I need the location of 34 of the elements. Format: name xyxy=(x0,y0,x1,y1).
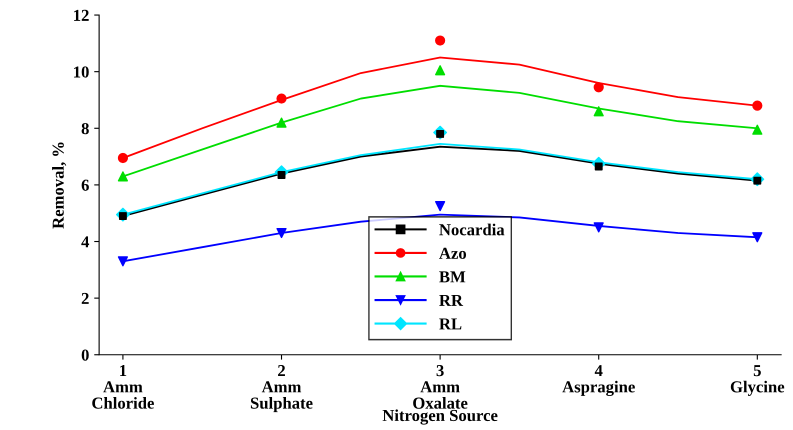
y-tick-label: 2 xyxy=(82,292,89,304)
y-tick-label: 10 xyxy=(74,66,89,78)
point xyxy=(752,232,762,242)
point xyxy=(435,201,446,212)
point xyxy=(276,93,287,104)
x-axis-title: Nitrogen Source xyxy=(382,409,498,425)
y-tick-label: 0 xyxy=(82,349,89,361)
y-axis-title: Removal, % xyxy=(52,142,66,229)
y-tick-label: 6 xyxy=(82,180,89,191)
point xyxy=(594,222,604,232)
legend-label: RL xyxy=(439,318,462,330)
legend-label: BM xyxy=(439,271,466,282)
point xyxy=(594,106,604,116)
point xyxy=(118,256,128,266)
point xyxy=(118,152,128,164)
x-tick-label: 1 Amm Chloride xyxy=(92,365,154,409)
y-tick-label: 8 xyxy=(82,122,89,134)
legend-label: Nocardia xyxy=(439,224,504,236)
point xyxy=(435,35,446,46)
legend-label: RR xyxy=(439,294,464,306)
x-tick-label: 4 Aspragine xyxy=(562,365,635,396)
x-tick-label: 5 Glycine xyxy=(730,365,784,396)
y-tick-label: 12 xyxy=(74,10,89,21)
point xyxy=(118,171,128,182)
x-tick-label: 3 Amm Oxalate xyxy=(413,365,468,409)
point xyxy=(276,118,287,128)
point xyxy=(752,124,762,135)
y-tick-label: 4 xyxy=(81,236,90,248)
point xyxy=(435,65,446,76)
legend-label: Azo xyxy=(439,248,466,259)
x-tick-label: 2 Amm Sulphate xyxy=(250,365,313,412)
point xyxy=(594,82,604,92)
point xyxy=(752,100,762,111)
point xyxy=(276,228,287,238)
